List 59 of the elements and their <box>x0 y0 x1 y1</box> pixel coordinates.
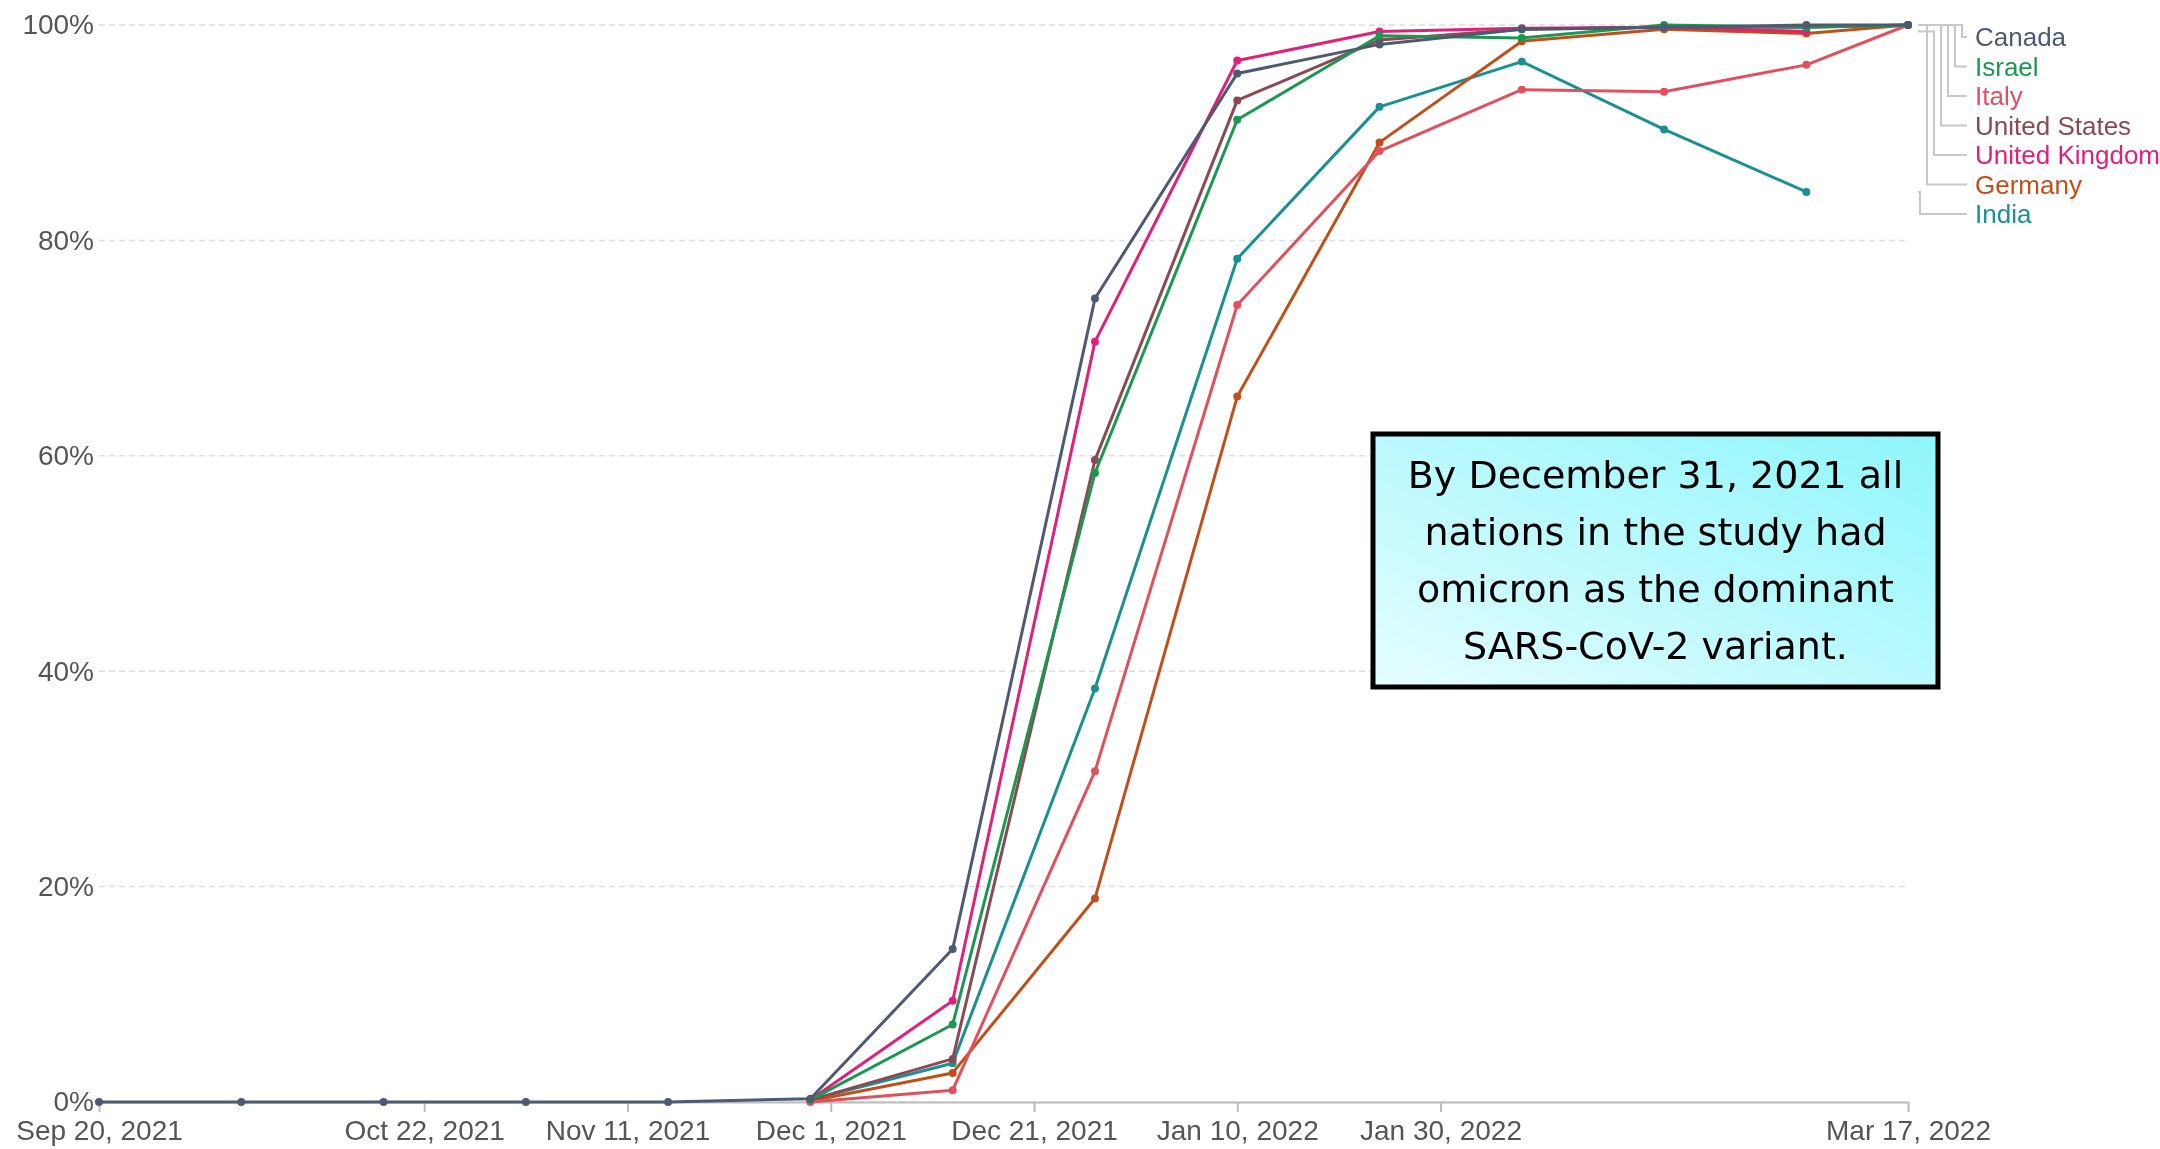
y-tick-label: 100% <box>22 9 94 41</box>
point <box>1375 31 1384 40</box>
point <box>1233 392 1242 401</box>
point <box>1090 684 1099 693</box>
point <box>1090 294 1099 303</box>
x-tick-label: Sep 20, 2021 <box>16 1115 183 1147</box>
point <box>1375 102 1384 111</box>
point <box>948 1068 957 1077</box>
point <box>1802 187 1811 196</box>
text: United States <box>1975 110 2132 141</box>
text: Canada <box>1975 22 2067 53</box>
point <box>1233 96 1242 105</box>
x-tick-label: Jan 30, 2022 <box>1360 1115 1522 1147</box>
x-tick-label: Dec 21, 2021 <box>951 1115 1118 1147</box>
point <box>1233 56 1242 65</box>
point <box>379 1098 388 1106</box>
point <box>1802 60 1811 69</box>
point <box>948 1054 957 1063</box>
text: Germany <box>1975 169 2082 200</box>
text: India <box>1975 199 2032 230</box>
point <box>948 1086 957 1095</box>
y-tick-label: 20% <box>37 871 94 903</box>
point <box>1233 254 1242 263</box>
point <box>1375 40 1384 49</box>
point <box>95 1098 103 1106</box>
point <box>1517 57 1526 66</box>
point <box>1090 767 1099 776</box>
y-tick-label: 40% <box>37 655 94 687</box>
point <box>1233 115 1242 124</box>
text: United Kingdom <box>1975 140 2160 171</box>
point <box>1233 301 1242 309</box>
x-tick-label: Oct 22, 2021 <box>344 1115 505 1147</box>
text: Israel <box>1975 51 2039 82</box>
point <box>521 1098 530 1106</box>
point <box>1660 87 1669 96</box>
point <box>1233 69 1242 78</box>
point <box>1660 125 1669 134</box>
x-tick-label: Nov 11, 2021 <box>545 1115 711 1147</box>
x-tick-label: Dec 1, 2021 <box>755 1115 907 1147</box>
point <box>237 1098 246 1106</box>
annotation: By December 31, 2021 all nations in the study had omicron as the dominant SARS-CoV-2 variant. <box>1407 453 1904 669</box>
x-tick-label: Jan 10, 2022 <box>1156 1115 1319 1147</box>
point <box>948 945 957 954</box>
y-tick-label: 60% <box>37 440 94 472</box>
point <box>948 996 957 1005</box>
point <box>1375 138 1384 147</box>
point <box>1517 85 1526 94</box>
point <box>1090 456 1099 465</box>
point <box>1090 894 1099 903</box>
text: Italy <box>1975 81 2023 112</box>
point <box>1517 33 1526 42</box>
y-tick-label: 80% <box>37 224 94 256</box>
point <box>1090 469 1099 478</box>
point <box>1090 337 1099 346</box>
x-tick-label: Mar 17, 2022 <box>1826 1115 1991 1147</box>
point <box>948 1020 957 1029</box>
point <box>664 1098 673 1106</box>
point <box>1375 147 1384 155</box>
y-tick-label: 0% <box>53 1086 94 1118</box>
